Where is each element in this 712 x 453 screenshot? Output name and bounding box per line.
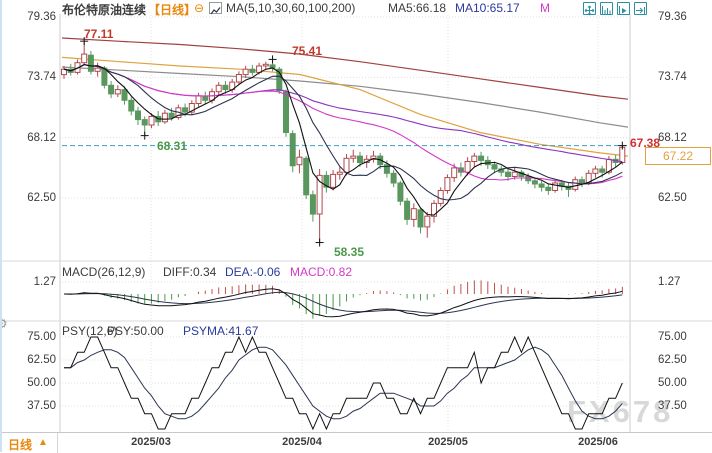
date-tick: 2025/05 [428, 436, 468, 448]
period-selector-arrow-icon[interactable]: ▲ [38, 437, 48, 448]
psy-axis-left-tick: 37.50 [27, 400, 56, 412]
symbol-title: 布伦特原油连续 [62, 3, 147, 17]
ma5-value: MA5:66.18 [388, 1, 447, 15]
psyma-value: PSYMA:41.67 [183, 324, 259, 338]
main-axis-left-tick: 68.12 [27, 132, 56, 144]
date-tick: 2025/04 [282, 436, 322, 448]
ma-legend: MA(5,10,30,60,100,200) [226, 1, 356, 15]
ma10-value: MA10:65.17 [455, 1, 520, 15]
main-axis-right-tick: 62.50 [658, 192, 687, 204]
left-edge-strip [0, 0, 2, 452]
collapse-icon[interactable]: ⊖ [194, 1, 205, 15]
main-axis-right-tick: 73.74 [658, 71, 687, 83]
main-axis-right-tick: 79.36 [658, 11, 687, 23]
psy-value: PSY:50.00 [107, 324, 164, 338]
macd-axis-right-tick: 1.27 [658, 276, 681, 288]
bottom-axis-bar: 日线 ▲ 2025/03 2025/04 2025/05 2025/06 [0, 432, 712, 453]
psy-title: PSY(12,6) [62, 324, 118, 338]
psy-axis-left-tick: 75.00 [27, 331, 56, 343]
low-annotation: 68.31 [157, 139, 188, 153]
psy-axis-right-tick: 37.50 [658, 400, 687, 412]
date-tick: 2025/03 [131, 436, 171, 448]
psy-axis-right-tick: 50.00 [658, 377, 687, 389]
high-annotation: 77.11 [84, 27, 114, 41]
main-axis-left-tick: 73.74 [27, 71, 56, 83]
chart-type-icon[interactable] [209, 2, 222, 15]
psy-axis-right-tick: 75.00 [658, 331, 687, 343]
bottom-bar-divider [57, 433, 58, 453]
main-axis-left-tick: 79.36 [27, 11, 56, 23]
move-tool-icon[interactable] [583, 2, 596, 16]
macd-diff-value: DIFF:0.34 [163, 265, 217, 279]
macd-dea-value: DEA:-0.06 [225, 265, 281, 279]
main-axis-left-tick: 62.50 [27, 192, 56, 204]
psy-axis-right-tick: 62.50 [658, 354, 687, 366]
range-stats-tool-icon[interactable] [600, 2, 613, 15]
jump-to-latest-icon[interactable] [634, 2, 647, 15]
last-price-level-label: 67.38 [630, 136, 661, 150]
forward-play-tool-icon[interactable] [617, 2, 630, 15]
period-tag: 【日线】 [148, 3, 197, 17]
indicator-settings-gear-icon[interactable]: ⚙ [0, 316, 8, 331]
current-price-box: 67.22 [645, 147, 711, 165]
period-selector[interactable]: 日线 [8, 438, 33, 452]
main-axis-right-tick: 68.12 [658, 132, 687, 144]
psy-axis-left-tick: 50.00 [27, 377, 56, 389]
ma30-value-truncated: M [540, 1, 550, 15]
low-annotation: 58.35 [334, 245, 365, 259]
high-annotation: 75.41 [292, 44, 323, 58]
psy-axis-left-tick: 62.50 [27, 354, 56, 366]
macd-axis-left-tick: 1.27 [33, 276, 56, 288]
macd-value: MACD:0.82 [290, 265, 353, 279]
date-tick: 2025/06 [578, 436, 618, 448]
macd-title: MACD(26,12,9) [62, 265, 146, 279]
